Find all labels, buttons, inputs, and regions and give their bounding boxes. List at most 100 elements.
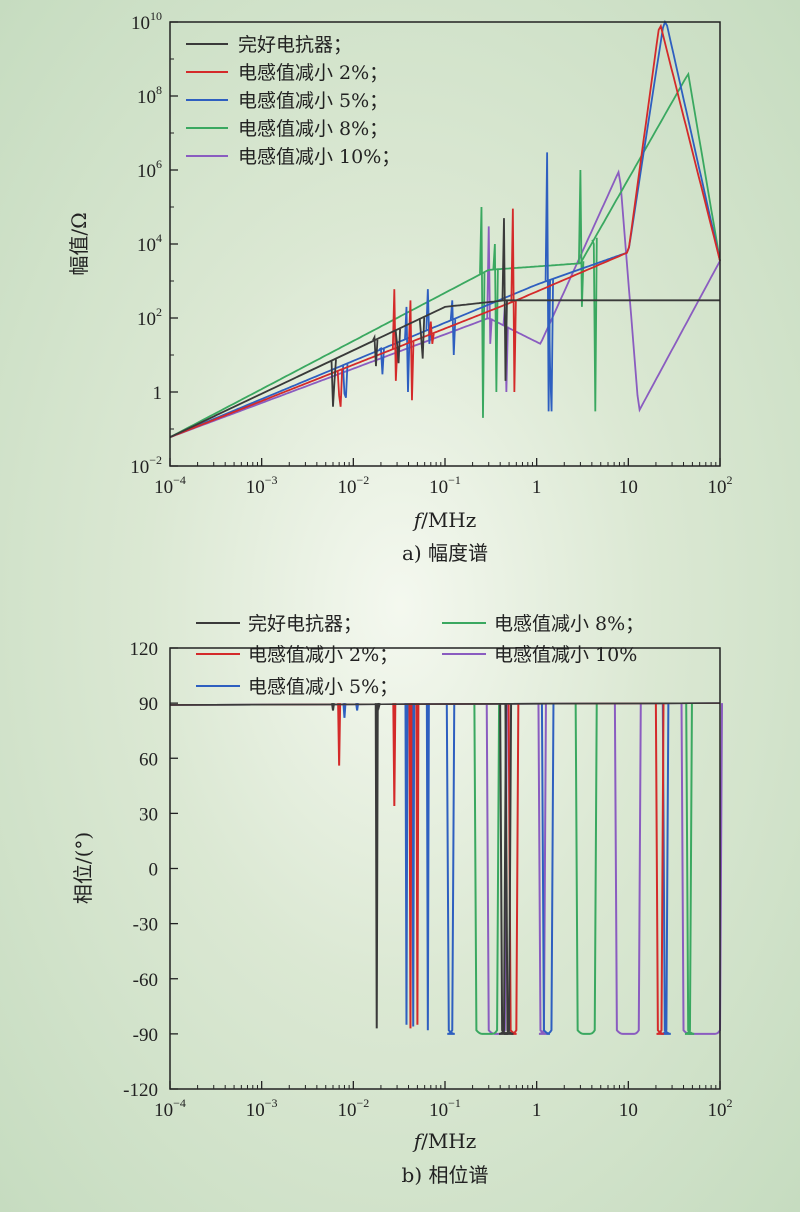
- phase-dip: [342, 703, 347, 718]
- magnitude-resonance-spike: [336, 369, 344, 407]
- phase-inverted-band: [654, 703, 665, 1035]
- phase-legend: 完好电抗器； 电感值减小 2%； 电感值减小 5%； 电感值减小 8%； 电感值减小 1…: [196, 613, 644, 698]
- phase-ticks: 10−4 10−3 10−2 10−1 1 10 102 120 90 60 30 0 -30 -60 -9…: [123, 639, 732, 1121]
- magnitude-legend: 完好电抗器； 电感值减小 2%； 电感值减小 5%； 电感值减小 8%； 电感值减小 1…: [186, 34, 400, 168]
- phase-inverted-band: [498, 703, 509, 1035]
- phase-caption: b) 相位谱: [402, 1163, 489, 1187]
- magnitude-resonance-spike: [492, 243, 499, 393]
- magnitude-resonance-spike: [578, 169, 585, 307]
- phase-dip: [392, 703, 397, 807]
- phase-x-tick-label: 1: [532, 1100, 542, 1121]
- phase-y-tick-label: -90: [133, 1025, 158, 1046]
- magnitude-x-tick-label: 10−3: [246, 473, 278, 498]
- magnitude-y-tick-label: 1010: [131, 9, 162, 34]
- phase-dip: [411, 703, 416, 1027]
- magnitude-y-tick-label: 108: [137, 83, 162, 108]
- magnitude-resonance-spike: [479, 206, 486, 418]
- magnitude-resonance-spike: [394, 328, 401, 364]
- magnitude-legend-label: 电感值减小 10%；: [238, 146, 400, 168]
- magnitude-line-电感值减小-10: [169, 169, 721, 439]
- phase-y-tick-label: -60: [133, 970, 158, 991]
- phase-x-tick-label: 10−1: [429, 1096, 461, 1121]
- phase-legend-label: 电感值减小 8%；: [494, 613, 644, 635]
- phase-dip: [331, 702, 335, 711]
- magnitude-resonance-spike: [378, 346, 385, 375]
- phase-dip: [425, 703, 430, 1031]
- magnitude-legend-label: 电感值减小 8%；: [238, 118, 388, 140]
- magnitude-x-tick-label: 102: [708, 473, 733, 498]
- magnitude-resonance-spike: [449, 300, 457, 356]
- phase-x-tick-label: 10−4: [154, 1096, 186, 1121]
- magnitude-resonance-spike: [591, 237, 598, 412]
- magnitude-resonance-spike: [408, 300, 415, 401]
- magnitude-resonance-spike: [418, 317, 426, 359]
- phase-dip: [374, 703, 379, 1029]
- magnitude-line-完好电抗器: [169, 299, 720, 439]
- magnitude-y-tick-label: 106: [137, 157, 162, 182]
- phase-dip: [355, 702, 360, 711]
- phase-dip: [415, 703, 420, 1025]
- phase-y-tick-label: 90: [139, 694, 158, 715]
- magnitude-resonance-spike: [391, 289, 399, 381]
- phase-legend-label: 电感值减小 2%；: [248, 644, 398, 666]
- magnitude-resonance-spike: [501, 218, 508, 381]
- magnitude-resonance-spike: [342, 364, 349, 399]
- magnitude-y-label: 幅值/Ω: [67, 212, 91, 275]
- phase-y-label: 相位/(°): [71, 832, 95, 904]
- magnitude-resonance-spike: [330, 359, 337, 407]
- phase-y-tick-label: 120: [130, 639, 159, 660]
- magnitude-resonance-spike: [404, 306, 411, 393]
- magnitude-x-tick-label: 10−1: [429, 473, 461, 498]
- phase-dip: [404, 703, 409, 1025]
- magnitude-caption: a) 幅度谱: [402, 541, 488, 565]
- magnitude-line-电感值减小-2: [169, 23, 721, 439]
- magnitude-legend-label: 完好电抗器；: [238, 34, 352, 56]
- magnitude-x-tick-label: 10: [619, 477, 638, 498]
- magnitude-y-tick-label: 104: [137, 231, 162, 256]
- magnitude-resonance-spike: [547, 279, 554, 412]
- phase-x-tick-label: 102: [708, 1096, 733, 1121]
- phase-y-tick-label: -120: [123, 1080, 158, 1101]
- phase-inverted-band: [684, 703, 695, 1035]
- magnitude-chart: 10−4 10−3 10−2 10−1 1 10 102 10−2 1 102 104 106 108 1…: [67, 9, 733, 565]
- phase-y-tick-label: 0: [149, 860, 159, 881]
- magnitude-legend-label: 电感值减小 2%；: [238, 62, 388, 84]
- magnitude-ticks: 10−4 10−3 10−2 10−1 1 10 102 10−2 1 102 104 106 108 1…: [130, 9, 732, 498]
- phase-dip: [376, 702, 381, 711]
- phase-inverted-band: [507, 703, 520, 1035]
- phase-x-tick-label: 10−2: [337, 1096, 369, 1121]
- phase-legend-label: 完好电抗器；: [248, 613, 362, 635]
- magnitude-resonance-spike: [428, 321, 435, 344]
- magnitude-x-label: f/MHz: [412, 508, 477, 532]
- magnitude-y-tick-label: 1: [153, 383, 163, 404]
- phase-chart: 10−4 10−3 10−2 10−1 1 10 102 120 90 60 30 0 -30 -60 -9…: [71, 613, 733, 1187]
- phase-y-tick-label: 60: [139, 749, 158, 770]
- phase-inverted-band: [574, 703, 598, 1035]
- magnitude-series-group: [169, 19, 721, 439]
- phase-inverted-band: [613, 703, 642, 1035]
- magnitude-line-电感值减小-8: [169, 71, 721, 438]
- phase-dip: [408, 703, 413, 1029]
- phase-inverted-band: [661, 703, 671, 1035]
- magnitude-line-电感值减小-5: [169, 19, 721, 439]
- phase-x-tick-label: 10: [619, 1100, 638, 1121]
- phase-plot-frame: [169, 647, 721, 1090]
- phase-inverted-band: [473, 703, 501, 1035]
- phase-inverted-band: [503, 703, 514, 1035]
- phase-inverted-band: [445, 703, 456, 1035]
- phase-inverted-band: [540, 703, 555, 1035]
- magnitude-y-tick-label: 10−2: [130, 453, 162, 478]
- magnitude-x-tick-label: 10−2: [337, 473, 369, 498]
- phase-baseline-完好电抗器: [169, 702, 721, 706]
- phase-legend-label: 电感值减小 10%: [494, 644, 637, 666]
- phase-dip: [337, 703, 342, 766]
- phase-inverted-band: [680, 703, 723, 1035]
- magnitude-x-tick-label: 10−4: [154, 473, 186, 498]
- phase-x-tick-label: 10−3: [246, 1096, 278, 1121]
- phase-x-label: f/MHz: [412, 1129, 477, 1153]
- phase-legend-label: 电感值减小 5%；: [248, 676, 398, 698]
- phase-y-tick-label: -30: [133, 915, 158, 936]
- magnitude-x-tick-label: 1: [532, 477, 542, 498]
- magnitude-resonance-spike: [372, 333, 379, 367]
